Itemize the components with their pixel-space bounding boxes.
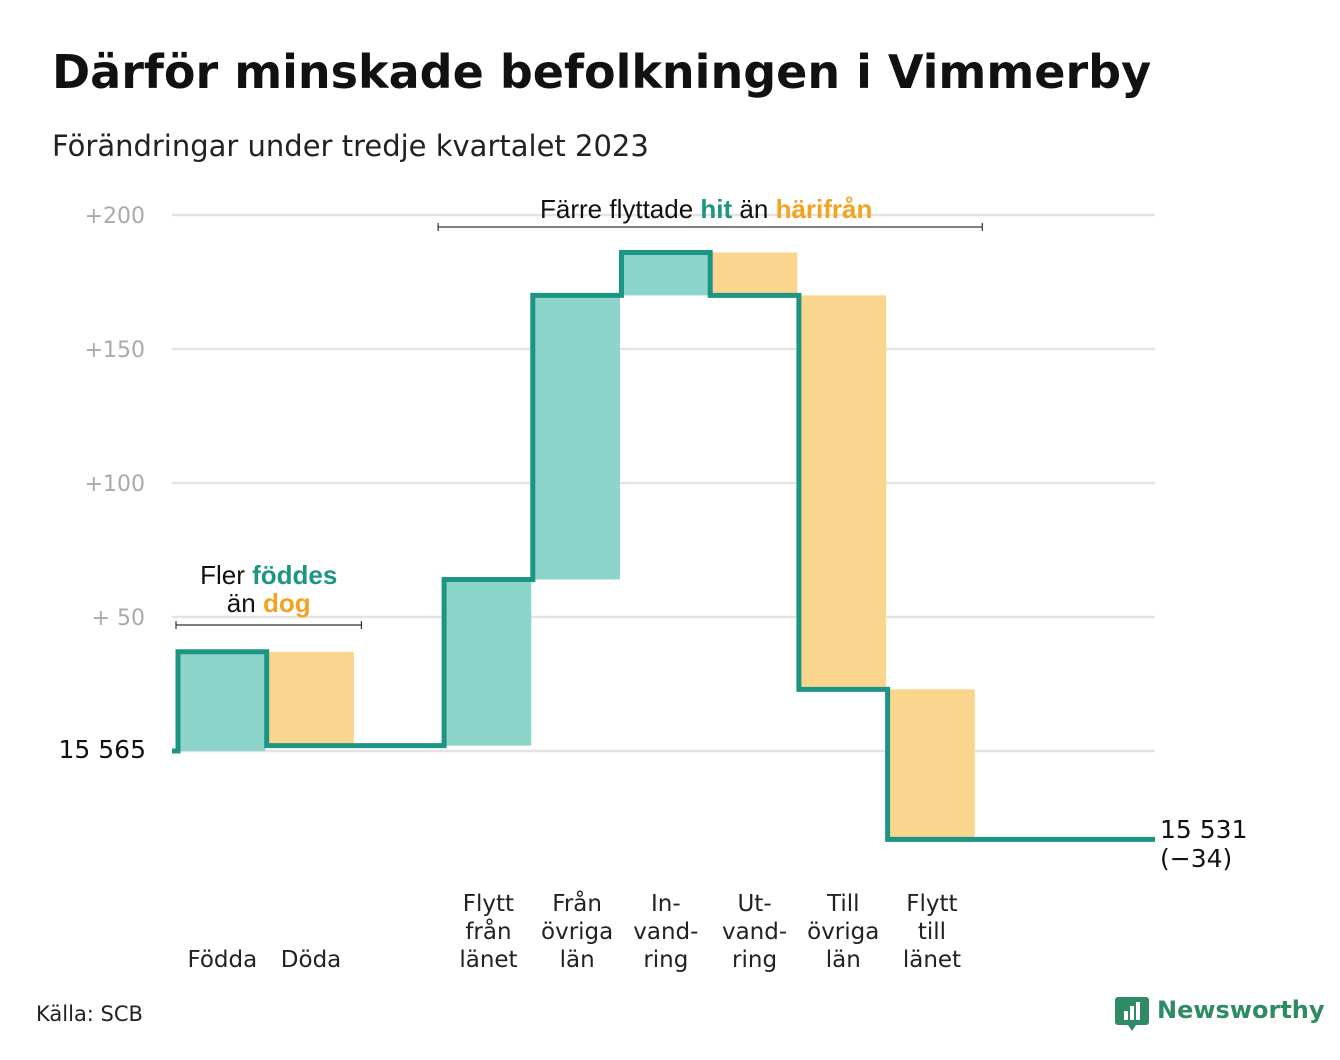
bar	[623, 252, 709, 296]
y-tick-label: +150	[85, 338, 145, 363]
y-tick-labels: +200 +150 +100 + 50	[85, 204, 145, 631]
category-label: övriga	[541, 919, 613, 945]
category-label: ring	[732, 947, 777, 973]
category-label: övriga	[807, 919, 879, 945]
births-bracket	[175, 621, 362, 629]
bar-chart-bubble-icon	[1115, 997, 1149, 1031]
category-label: Flytt	[463, 891, 514, 917]
newsworthy-logo: Newsworthy	[1115, 996, 1325, 1031]
category-label: från	[465, 917, 511, 945]
annotation-text: Färre flyttade	[540, 194, 700, 224]
category-label: Döda	[281, 947, 341, 973]
category-label: Flytt	[906, 891, 957, 917]
category-label: Födda	[187, 947, 257, 973]
annotation-highlight: härifrån	[776, 194, 873, 224]
category-label: In-	[651, 891, 681, 917]
annotation-text: Fler	[200, 560, 252, 590]
source-note: Källa: SCB	[36, 1002, 143, 1026]
annotation-text: än	[227, 588, 263, 618]
bar	[268, 651, 354, 746]
brand-name: Newsworthy	[1157, 996, 1325, 1024]
category-label: län	[560, 947, 595, 973]
moves-bracket	[437, 223, 983, 231]
y-tick-label: + 50	[92, 606, 145, 631]
chart-title: Därför minskade befolkningen i Vimmerby	[52, 45, 1151, 99]
category-label: vand-	[633, 919, 698, 945]
category-labels: Födda DödaFlyttfrånlänetFrånövrigalänIn-v…	[187, 889, 961, 973]
annotation-text: än	[732, 194, 775, 224]
y-tick-label: +100	[85, 472, 145, 497]
bar	[534, 295, 620, 580]
category-label: Till	[826, 891, 860, 917]
category-label: Från	[552, 889, 602, 917]
annotation-highlight: föddes	[252, 560, 337, 590]
bar	[179, 651, 266, 751]
step-line-group	[172, 250, 1155, 842]
gridlines	[172, 213, 1155, 753]
category-label: till	[918, 919, 946, 945]
bar	[800, 295, 887, 690]
category-label: län	[826, 947, 861, 973]
category-label: vand-	[722, 919, 787, 945]
end-change-label: (−34)	[1160, 844, 1232, 873]
bar	[445, 579, 532, 746]
start-value-label: 15 565	[59, 735, 146, 764]
annotation-highlight: hit	[700, 194, 732, 224]
bars	[179, 252, 975, 840]
category-label: länet	[903, 947, 961, 973]
bar	[711, 252, 798, 296]
births-annotation-line1: Fler föddes	[200, 560, 337, 590]
category-label: Ut-	[737, 891, 771, 917]
category-label: länet	[459, 947, 517, 973]
births-annotation-line2: än dog	[227, 588, 311, 618]
y-tick-label: +200	[85, 204, 145, 229]
category-label: ring	[643, 947, 688, 973]
end-value-label: 15 531	[1160, 815, 1247, 844]
step-line	[172, 250, 1155, 842]
annotation-highlight: dog	[263, 588, 311, 618]
bar	[889, 689, 975, 840]
chart-subtitle: Förändringar under tredje kvartalet 2023	[52, 129, 649, 163]
moves-annotation: Färre flyttade hit än härifrån	[540, 194, 872, 224]
